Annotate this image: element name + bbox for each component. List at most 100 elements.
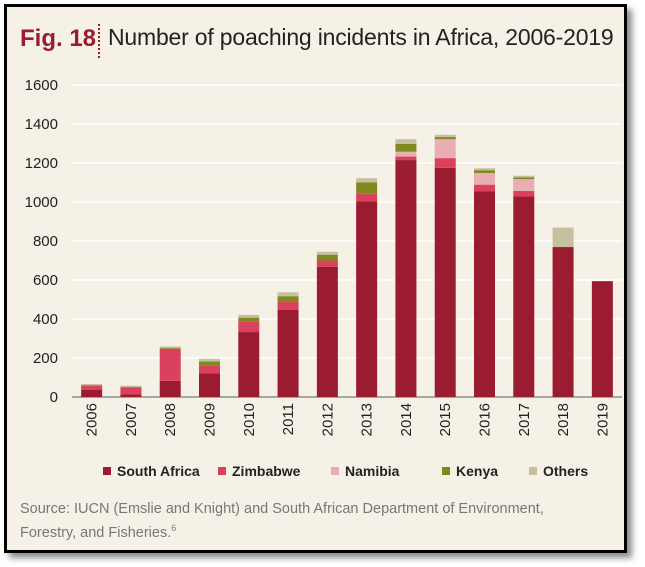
bar-kenya-2011 (277, 296, 299, 302)
x-tick-label: 2014 (398, 403, 415, 436)
legend-label: Kenya (456, 463, 498, 479)
bar-zimbabwe-2017 (513, 190, 535, 197)
bar-south-africa-2014 (395, 160, 417, 397)
bar-others-2009 (199, 358, 220, 362)
legend-swatch (218, 467, 226, 475)
bar-south-africa-2015 (434, 167, 456, 397)
x-tick-label: 2010 (241, 403, 258, 436)
bar-south-africa-2006 (81, 389, 103, 397)
bar-kenya-2009 (199, 361, 220, 366)
legend-item-south-africa: South Africa (103, 463, 200, 479)
title-separator (98, 24, 100, 58)
bar-others-2006 (81, 383, 103, 386)
bar-zimbabwe-2015 (434, 158, 456, 168)
bar-zimbabwe-2007 (120, 387, 142, 395)
x-tick-label: 2013 (359, 403, 376, 436)
y-tick-label: 1600 (25, 77, 58, 94)
bar-south-africa-2013 (356, 201, 378, 397)
bar-namibia-2016 (474, 172, 495, 185)
bar-namibia-2014 (395, 151, 417, 157)
bar-zimbabwe-2012 (316, 260, 338, 267)
bar-south-africa-2011 (277, 309, 299, 397)
bar-south-africa-2010 (238, 332, 260, 397)
bar-others-2015 (434, 134, 456, 138)
legend-item-namibia: Namibia (331, 463, 400, 479)
bar-kenya-2015 (434, 137, 456, 140)
y-tick-label: 1400 (25, 116, 58, 133)
bar-kenya-2007 (120, 386, 142, 388)
y-tick-label: 1000 (25, 194, 58, 211)
x-tick-label: 2018 (555, 403, 572, 436)
x-tick-label: 2017 (516, 403, 533, 436)
bar-kenya-2010 (238, 317, 260, 322)
bar-others-2013 (356, 178, 378, 183)
source-text: Source: IUCN (Emslie and Knight) and Sou… (20, 501, 544, 541)
x-tick-label: 2007 (123, 403, 140, 436)
bar-others-2007 (120, 385, 142, 387)
x-tick-label: 2019 (594, 403, 611, 436)
bar-others-2008 (159, 346, 181, 349)
gridlines (72, 84, 622, 398)
x-tick-label: 2015 (437, 403, 454, 436)
bar-zimbabwe-2008 (159, 348, 181, 381)
bar-zimbabwe-2010 (238, 321, 260, 333)
x-tick-label: 2008 (162, 403, 179, 436)
legend-swatch (103, 467, 111, 475)
source-footnote: 6 (171, 523, 177, 533)
bar-zimbabwe-2014 (395, 156, 417, 161)
bar-zimbabwe-2006 (81, 385, 103, 390)
legend-label: Zimbabwe (232, 463, 301, 479)
bar-namibia-2017 (513, 179, 535, 191)
x-axis: 2006 2007 2008 2009 2010 2011 2012 2013 2014 2015… (84, 403, 612, 436)
x-tick-label: 2006 (84, 403, 101, 436)
source-note: Source: IUCN (Emslie and Knight) and Sou… (20, 500, 580, 543)
legend: South Africa Zimbabwe Namibia Kenya Others (103, 463, 588, 479)
x-tick-label: 2011 (280, 403, 297, 435)
bar-zimbabwe-2011 (277, 301, 299, 310)
bar-kenya-2013 (356, 182, 378, 194)
bar-others-2014 (395, 139, 417, 144)
bar-kenya-2006 (81, 385, 103, 386)
x-tick-label: 2016 (477, 403, 494, 436)
legend-item-kenya: Kenya (442, 463, 498, 479)
legend-item-zimbabwe: Zimbabwe (218, 463, 301, 479)
bar-others-2011 (277, 292, 299, 297)
bar-south-africa-2016 (474, 191, 495, 397)
x-tick-label: 2012 (319, 403, 336, 436)
bar-south-africa-2009 (199, 373, 220, 397)
bar-kenya-2016 (474, 170, 495, 173)
bar-others-2012 (316, 251, 338, 255)
y-tick-label: 1200 (25, 155, 58, 172)
bar-others-2017 (513, 175, 535, 178)
legend-label: Others (543, 463, 588, 479)
bar-kenya-2017 (513, 177, 535, 180)
bar-south-africa-2019 (591, 281, 613, 397)
bar-south-africa-2007 (120, 394, 142, 397)
bar-namibia-2015 (434, 139, 456, 159)
bar-zimbabwe-2013 (356, 193, 378, 202)
y-tick-label: 600 (33, 272, 58, 289)
y-tick-label: 200 (33, 350, 58, 367)
bar-south-africa-2012 (316, 266, 338, 397)
legend-label: South Africa (117, 463, 200, 479)
bars (81, 134, 613, 397)
figure-label: Fig. 18 (20, 25, 97, 52)
legend-swatch (331, 467, 339, 475)
legend-label: Namibia (345, 463, 400, 479)
y-tick-label: 0 (50, 389, 58, 406)
bar-others-2010 (238, 314, 260, 318)
bar-others-2018 (552, 227, 574, 248)
bar-south-africa-2018 (552, 247, 574, 397)
bar-south-africa-2008 (159, 380, 181, 397)
y-tick-label: 400 (33, 311, 58, 328)
chart-title: Number of poaching incidents in Africa, … (108, 24, 614, 50)
legend-swatch (442, 467, 450, 475)
bar-kenya-2012 (316, 254, 338, 261)
legend-item-others: Others (529, 463, 588, 479)
bar-south-africa-2017 (513, 196, 535, 397)
legend-swatch (529, 467, 537, 475)
bar-others-2016 (474, 168, 495, 171)
bar-zimbabwe-2009 (199, 365, 220, 374)
bar-zimbabwe-2016 (474, 184, 495, 192)
